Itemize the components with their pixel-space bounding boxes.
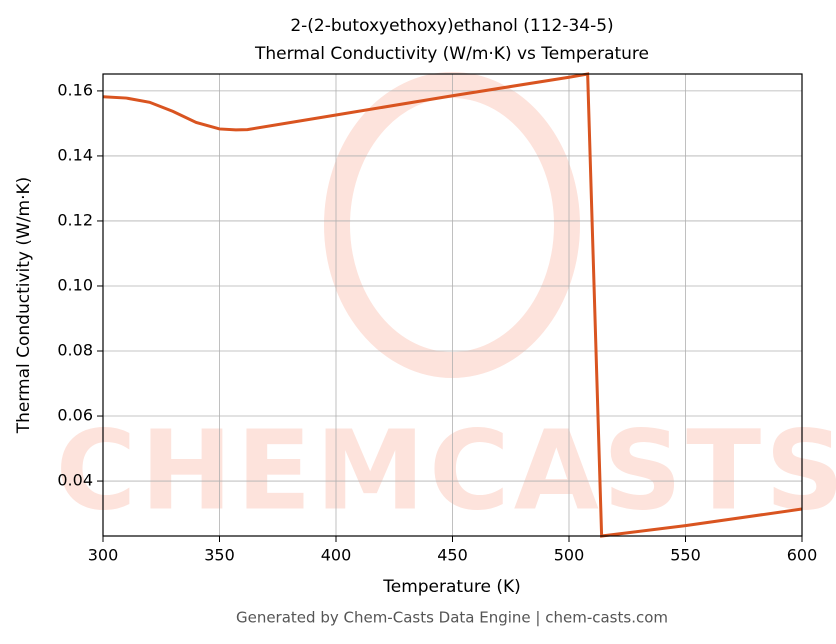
plot-frame xyxy=(102,73,803,537)
chart-subtitle: Thermal Conductivity (W/m·K) vs Temperat… xyxy=(254,44,649,64)
watermark: CHEMCASTS xyxy=(56,406,836,534)
watermark-logo xyxy=(324,72,580,378)
x-tick-label: 500 xyxy=(554,546,585,565)
x-tick-label: 550 xyxy=(670,546,701,565)
x-axis-label: Temperature (K) xyxy=(382,577,521,597)
y-tick-label: 0.08 xyxy=(57,341,93,360)
x-tick-label: 450 xyxy=(437,546,468,565)
y-tick-label: 0.10 xyxy=(57,275,93,294)
chart-title: 2-(2-butoxyethoxy)ethanol (112-34-5) xyxy=(290,16,613,36)
x-tick-label: 400 xyxy=(321,546,352,565)
footer: Generated by Chem-Casts Data Engine | ch… xyxy=(236,609,668,627)
y-tick-label: 0.06 xyxy=(57,406,93,425)
y-tick-label: 0.12 xyxy=(57,210,93,229)
x-tick-label: 300 xyxy=(88,546,119,565)
x-tick-label: 600 xyxy=(787,546,818,565)
data-line xyxy=(103,72,802,538)
y-tick-label: 0.14 xyxy=(57,145,93,164)
x-tick-label: 350 xyxy=(204,546,235,565)
y-tick-label: 0.04 xyxy=(57,471,93,490)
y-axis-label: Thermal Conductivity (W/m·K) xyxy=(14,177,34,435)
y-tick-label: 0.16 xyxy=(57,80,93,99)
